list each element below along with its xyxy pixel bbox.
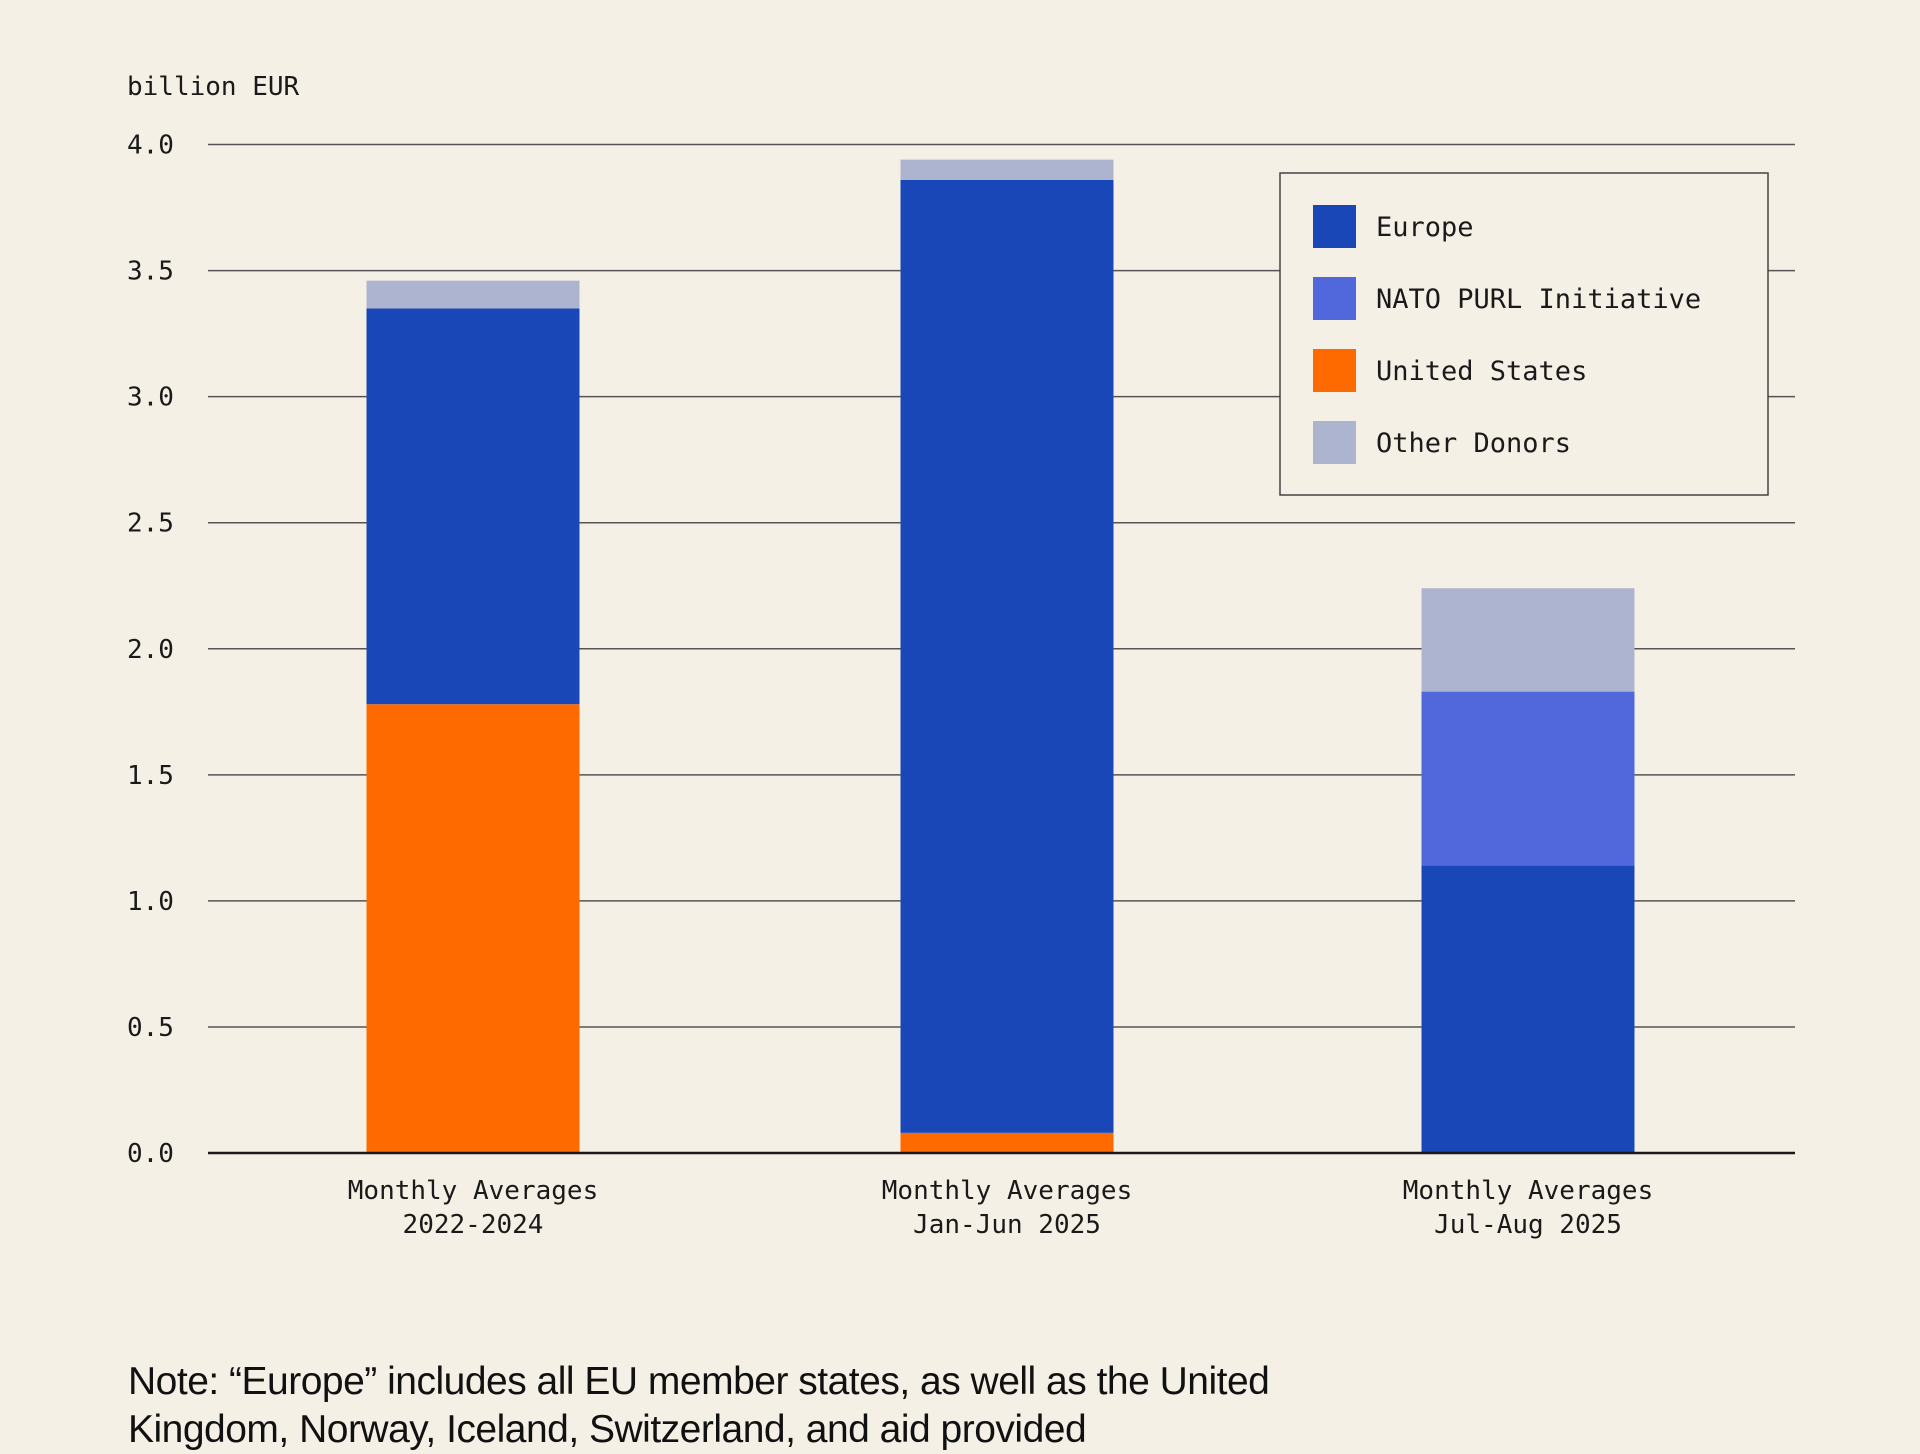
bar-segment-other-donors xyxy=(900,159,1114,180)
x-tick-label: 2022-2024 xyxy=(403,1210,544,1240)
x-tick-label: Monthly Averages xyxy=(1403,1176,1653,1206)
x-tick-label: Jan-Jun 2025 xyxy=(913,1210,1101,1240)
bar-segment-europe xyxy=(900,179,1114,1133)
y-axis-label: billion EUR xyxy=(127,72,300,102)
y-tick-label: 3.5 xyxy=(127,257,174,287)
bar-segment-other-donors xyxy=(1421,588,1635,692)
legend-box xyxy=(1279,172,1769,496)
y-tick-label: 2.5 xyxy=(127,509,174,539)
x-tick-label: Jul-Aug 2025 xyxy=(1434,1210,1622,1240)
legend-label: United States xyxy=(1376,356,1587,387)
stacked-bar-chart: billion EUR 0.0 0.5 1.0 1.5 2.0 2.5 3.0 3.5 4.0 Mo… xyxy=(127,72,1795,1240)
y-tick-label: 4.0 xyxy=(127,131,174,161)
legend-label: Other Donors xyxy=(1376,428,1571,459)
bar-segment-united-states xyxy=(900,1132,1114,1153)
y-tick-label: 2.0 xyxy=(127,635,174,665)
bar-segment-united-states xyxy=(366,704,580,1153)
bar-segment-europe xyxy=(366,308,580,705)
x-tick-label: Monthly Averages xyxy=(882,1176,1132,1206)
y-tick-label: 3.0 xyxy=(127,383,174,413)
bar-segment-other-donors xyxy=(366,280,580,309)
y-tick-label: 0.5 xyxy=(127,1013,174,1043)
x-tick-label: Monthly Averages xyxy=(348,1176,598,1206)
legend-label: NATO PURL Initiative xyxy=(1376,284,1701,315)
y-tick-label: 1.5 xyxy=(127,761,174,791)
y-tick-label: 0.0 xyxy=(127,1139,174,1169)
chart-note: Note: “Europe” includes all EU member st… xyxy=(128,1360,1270,1451)
y-tick-label: 1.0 xyxy=(127,887,174,917)
legend-swatch xyxy=(1313,349,1356,392)
legend-label: Europe xyxy=(1376,212,1474,243)
legend-swatch xyxy=(1313,205,1356,248)
legend-swatch xyxy=(1313,277,1356,320)
bar-segment-europe xyxy=(1421,865,1635,1153)
legend-swatch xyxy=(1313,421,1356,464)
bar-segment-nato-purl-initiative xyxy=(1421,691,1635,866)
